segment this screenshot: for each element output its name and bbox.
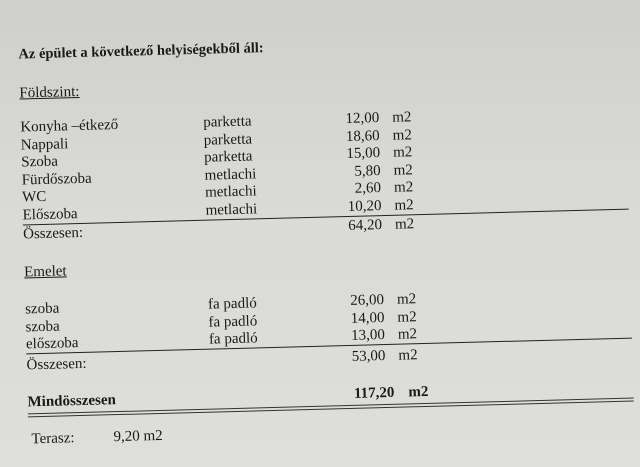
total-label: Összesen: xyxy=(22,224,84,243)
room-name: Előszoba xyxy=(22,205,78,223)
room-area: 18,60 xyxy=(345,127,380,145)
room-material: metlachi xyxy=(205,200,258,219)
room-unit: m2 xyxy=(392,109,412,126)
room-material: fa padló xyxy=(207,295,257,313)
room-unit: m2 xyxy=(394,196,414,214)
room-material: fa padló xyxy=(208,330,258,348)
room-unit: m2 xyxy=(396,291,417,308)
total-unit: m2 xyxy=(394,216,415,233)
room-unit: m2 xyxy=(392,144,413,161)
room-area: 12,00 xyxy=(345,110,380,127)
room-area: 13,00 xyxy=(350,327,386,344)
total-value: 53,00 xyxy=(351,348,386,365)
room-unit: m2 xyxy=(397,308,417,326)
grand-total-value: 117,20 xyxy=(353,384,395,402)
room-material: parketta xyxy=(203,130,253,149)
room-unit: m2 xyxy=(392,126,413,144)
room-name: szoba xyxy=(24,300,60,318)
room-name: előszoba xyxy=(25,335,79,353)
room-area: 14,00 xyxy=(350,309,385,327)
room-area: 10,20 xyxy=(347,197,382,215)
room-area: 26,00 xyxy=(350,292,385,309)
room-area: 5,80 xyxy=(354,162,381,180)
room-area: 2,60 xyxy=(354,180,382,197)
total-label: Összesen: xyxy=(26,355,87,374)
room-unit: m2 xyxy=(397,326,418,343)
room-name: szoba xyxy=(25,318,60,335)
terrace-row: Terasz: 9,20 m2 xyxy=(11,414,640,449)
ground-floor-heading: Földszint: xyxy=(19,83,80,102)
terrace-label: Terasz: xyxy=(31,430,75,448)
room-material: fa padló xyxy=(208,312,258,331)
room-name: Nappali xyxy=(20,135,69,154)
room-unit: m2 xyxy=(393,179,414,196)
room-material: metlachi xyxy=(204,165,257,184)
grand-total-label: Mindösszesen xyxy=(27,392,117,411)
room-name: WC xyxy=(21,188,47,206)
room-area: 15,00 xyxy=(346,145,381,162)
grand-total-unit: m2 xyxy=(408,383,429,401)
total-unit: m2 xyxy=(398,347,418,364)
room-unit: m2 xyxy=(393,161,413,179)
room-material: metlachi xyxy=(204,183,257,201)
room-name: Szoba xyxy=(21,153,59,171)
room-material: parketta xyxy=(203,148,253,166)
terrace-value: 9,20 m2 xyxy=(113,427,163,446)
upper-floor-heading: Emelet xyxy=(23,263,67,281)
total-value: 64,20 xyxy=(348,217,383,234)
room-material: parketta xyxy=(203,113,252,131)
document-title: Az épület a következő helyiségekből áll: xyxy=(18,40,264,63)
